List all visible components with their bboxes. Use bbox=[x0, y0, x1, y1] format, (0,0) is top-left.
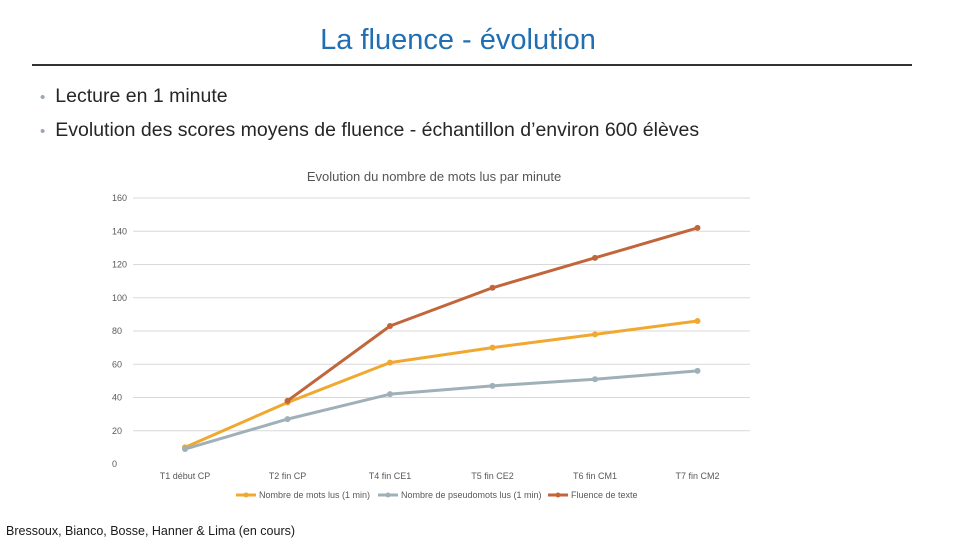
legend-label: Fluence de texte bbox=[571, 490, 638, 500]
source-credit: Bressoux, Bianco, Bosse, Hanner & Lima (… bbox=[6, 524, 296, 538]
legend-marker bbox=[385, 492, 391, 498]
bullet-list: • Lecture en 1 minute • Evolution des scor… bbox=[40, 84, 699, 152]
slide-title: La fluence - évolution bbox=[320, 24, 596, 56]
data-point bbox=[284, 416, 291, 423]
bullet-dot-icon: • bbox=[40, 89, 46, 106]
data-point bbox=[592, 254, 598, 261]
bullet-text: Lecture en 1 minute bbox=[55, 85, 228, 107]
data-point bbox=[592, 331, 598, 338]
y-tick-label: 100 bbox=[112, 293, 127, 303]
data-point bbox=[489, 284, 496, 291]
data-point bbox=[489, 344, 496, 351]
x-tick-label: T2 fin CP bbox=[269, 471, 307, 481]
x-tick-label: T4 fin CE1 bbox=[369, 471, 412, 481]
series-line bbox=[184, 369, 698, 451]
legend-marker bbox=[555, 492, 561, 498]
data-point bbox=[387, 323, 393, 330]
x-tick-label: T6 fin CM1 bbox=[573, 471, 617, 481]
data-point bbox=[694, 224, 701, 231]
series-line bbox=[184, 319, 698, 449]
bullet-text: Evolution des scores moyens de fluence -… bbox=[55, 119, 700, 141]
bullet-item: • Evolution des scores moyens de fluence … bbox=[40, 118, 699, 152]
data-point bbox=[284, 397, 291, 404]
data-point bbox=[592, 376, 598, 383]
legend-label: Nombre de mots lus (1 min) bbox=[259, 490, 370, 500]
x-tick-label: T7 fin CM2 bbox=[675, 471, 719, 481]
x-tick-label: T5 fin CE2 bbox=[471, 471, 514, 481]
y-tick-label: 40 bbox=[112, 393, 122, 403]
y-tick-label: 60 bbox=[112, 359, 122, 369]
x-tick-label: T1 début CP bbox=[160, 471, 211, 481]
y-tick-label: 120 bbox=[112, 260, 127, 270]
title-underline bbox=[32, 64, 912, 66]
data-point bbox=[694, 318, 701, 325]
bullet-dot-icon: • bbox=[40, 123, 46, 140]
y-tick-label: 160 bbox=[112, 193, 127, 203]
legend-marker bbox=[243, 492, 249, 498]
data-point bbox=[387, 391, 393, 398]
bullet-item: • Lecture en 1 minute bbox=[40, 84, 699, 118]
y-tick-label: 0 bbox=[112, 459, 117, 469]
data-point bbox=[387, 359, 393, 366]
y-tick-label: 80 bbox=[112, 326, 122, 336]
y-tick-label: 140 bbox=[112, 226, 127, 236]
chart-title: Evolution du nombre de mots lus par minu… bbox=[306, 169, 562, 184]
data-point bbox=[489, 382, 496, 389]
legend-label: Nombre de pseudomots lus (1 min) bbox=[401, 490, 542, 500]
data-point bbox=[182, 446, 188, 453]
y-tick-label: 20 bbox=[112, 426, 122, 436]
data-point bbox=[694, 367, 701, 374]
